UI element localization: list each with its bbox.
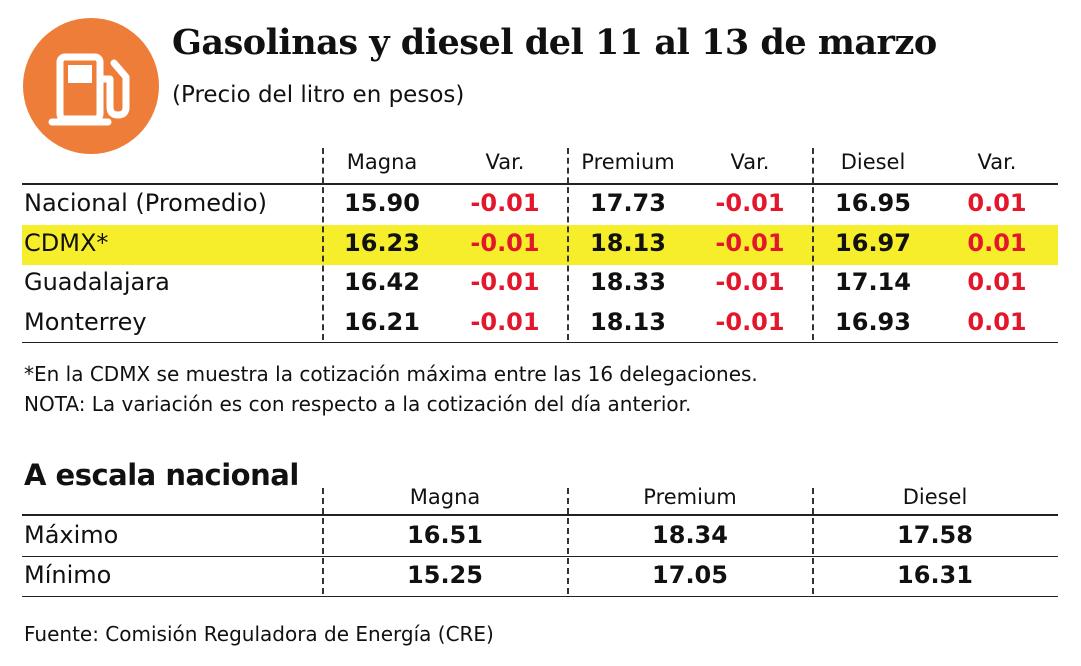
column-header: Premium: [581, 150, 675, 174]
rule: [22, 342, 1058, 343]
cell: 0.01: [967, 268, 1027, 296]
row-label: CDMX*: [24, 228, 109, 257]
cell: 16.51: [407, 521, 483, 549]
cell: -0.01: [715, 228, 785, 257]
cell: -0.01: [470, 228, 540, 257]
cell: 15.90: [344, 189, 420, 217]
rule: [22, 556, 1058, 557]
cell: 15.25: [407, 561, 483, 589]
column-header: Diesel: [902, 485, 968, 509]
highlight-row: [22, 225, 1058, 265]
cell: 16.97: [835, 228, 911, 257]
row-label: Nacional (Promedio): [24, 189, 267, 217]
column-header: Magna: [346, 150, 418, 174]
column-header: Var.: [730, 150, 770, 174]
cell: 18.13: [590, 228, 666, 257]
cell: -0.01: [715, 307, 785, 336]
note: NOTA: La variación es con respecto a la …: [24, 392, 692, 416]
note: *En la CDMX se muestra la cotización máx…: [24, 362, 758, 386]
cell: 0.01: [967, 228, 1027, 257]
cell: 18.33: [590, 268, 666, 296]
separator: [812, 488, 814, 594]
fuel-icon: [23, 18, 159, 154]
separator: [322, 148, 324, 340]
section-title: A escala nacional: [24, 458, 299, 492]
row-label: Mínimo: [24, 561, 112, 589]
cell: -0.01: [715, 189, 785, 217]
cell: -0.01: [470, 307, 540, 336]
cell: 17.14: [835, 268, 911, 296]
cell: 17.05: [652, 561, 728, 589]
cell: 16.21: [344, 307, 420, 336]
column-header: Premium: [643, 485, 737, 509]
cell: 16.93: [835, 307, 911, 336]
cell: 18.34: [652, 521, 728, 549]
cell: 0.01: [967, 189, 1027, 217]
subtitle: (Precio del litro en pesos): [172, 82, 465, 108]
separator: [567, 148, 569, 340]
cell: 18.13: [590, 307, 666, 336]
cell: -0.01: [715, 268, 785, 296]
column-header: Var.: [977, 150, 1017, 174]
rule: [22, 183, 1058, 185]
column-header: Var.: [485, 150, 525, 174]
separator: [812, 148, 814, 340]
title: Gasolinas y diesel del 11 al 13 de marzo: [172, 22, 937, 63]
cell: 16.31: [897, 561, 973, 589]
row-label: Guadalajara: [24, 268, 170, 296]
cell: 0.01: [967, 307, 1027, 336]
cell: 17.58: [897, 521, 973, 549]
cell: -0.01: [470, 189, 540, 217]
cell: 16.95: [835, 189, 911, 217]
rule: [22, 596, 1058, 597]
cell: -0.01: [470, 268, 540, 296]
row-label: Máximo: [24, 521, 119, 549]
separator: [322, 488, 324, 594]
row-label: Monterrey: [24, 307, 147, 336]
column-header: Diesel: [840, 150, 906, 174]
cell: 17.73: [590, 189, 666, 217]
source: Fuente: Comisión Reguladora de Energía (…: [24, 622, 494, 646]
rule: [22, 514, 1058, 516]
separator: [567, 488, 569, 594]
cell: 16.23: [344, 228, 420, 257]
cell: 16.42: [344, 268, 420, 296]
column-header: Magna: [409, 485, 481, 509]
